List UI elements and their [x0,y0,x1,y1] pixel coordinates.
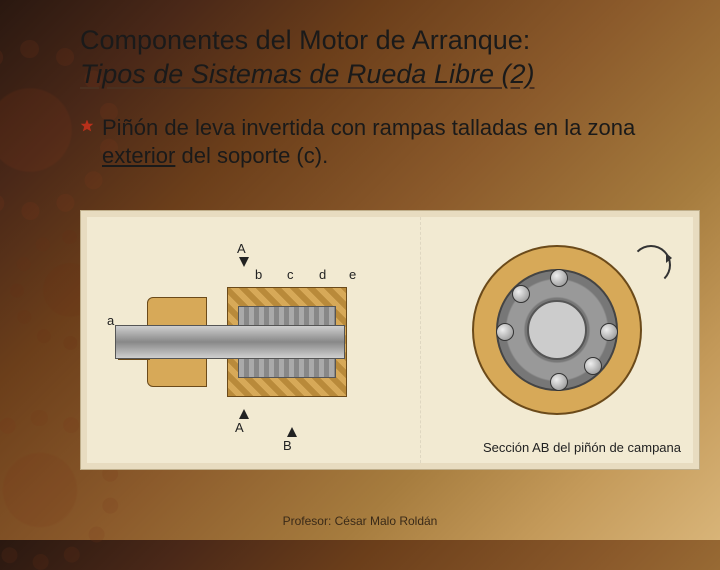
slide-title-line2: Tipos de Sistemas de Rueda Libre (2) [80,58,700,92]
arrow-B-icon [287,427,297,437]
ring-mid-shape [496,269,618,391]
roller-shape [550,269,568,287]
label-A-top: A [237,241,246,256]
roller-shape [584,357,602,375]
roller-shape [550,373,568,391]
shaft-shape [115,325,345,359]
roller-shape [496,323,514,341]
roller-shape [512,285,530,303]
technical-figure: a A b c d e A B [80,210,700,470]
roller-shape [600,323,618,341]
bullet-star-icon [80,120,94,134]
ring-outer-shape [472,245,642,415]
figure-right-caption: Sección AB del piñón de campana [483,440,681,455]
label-a: a [107,313,114,328]
arrow-A-bottom-icon [239,409,249,419]
label-d: d [319,267,326,282]
bullet-item: Piñón de leva invertida con rampas talla… [80,114,700,171]
arrow-A-top-icon [239,257,249,267]
figure-right-section: Sección AB del piñón de campana [421,217,693,463]
slide-title-line1: Componentes del Motor de Arranque: [80,24,700,58]
bullet-text: Piñón de leva invertida con rampas talla… [102,114,700,171]
label-e: e [349,267,356,282]
label-c: c [287,267,294,282]
bullet-text-post: del soporte (c). [175,143,328,168]
ring-inner-shape [527,300,587,360]
label-b: b [255,267,262,282]
label-B-bottom: B [283,438,292,453]
slide-content: Componentes del Motor de Arranque: Tipos… [80,24,700,171]
rotation-arrow-icon [631,245,671,285]
figure-inner: a A b c d e A B [87,217,693,463]
bullet-text-pre: Piñón de leva invertida con rampas talla… [102,115,635,140]
label-A-bottom: A [235,420,244,435]
figure-left-cutaway: a A b c d e A B [87,217,421,463]
slide-footer: Profesor: César Malo Roldán [0,514,720,528]
bullet-text-underlined: exterior [102,143,175,168]
